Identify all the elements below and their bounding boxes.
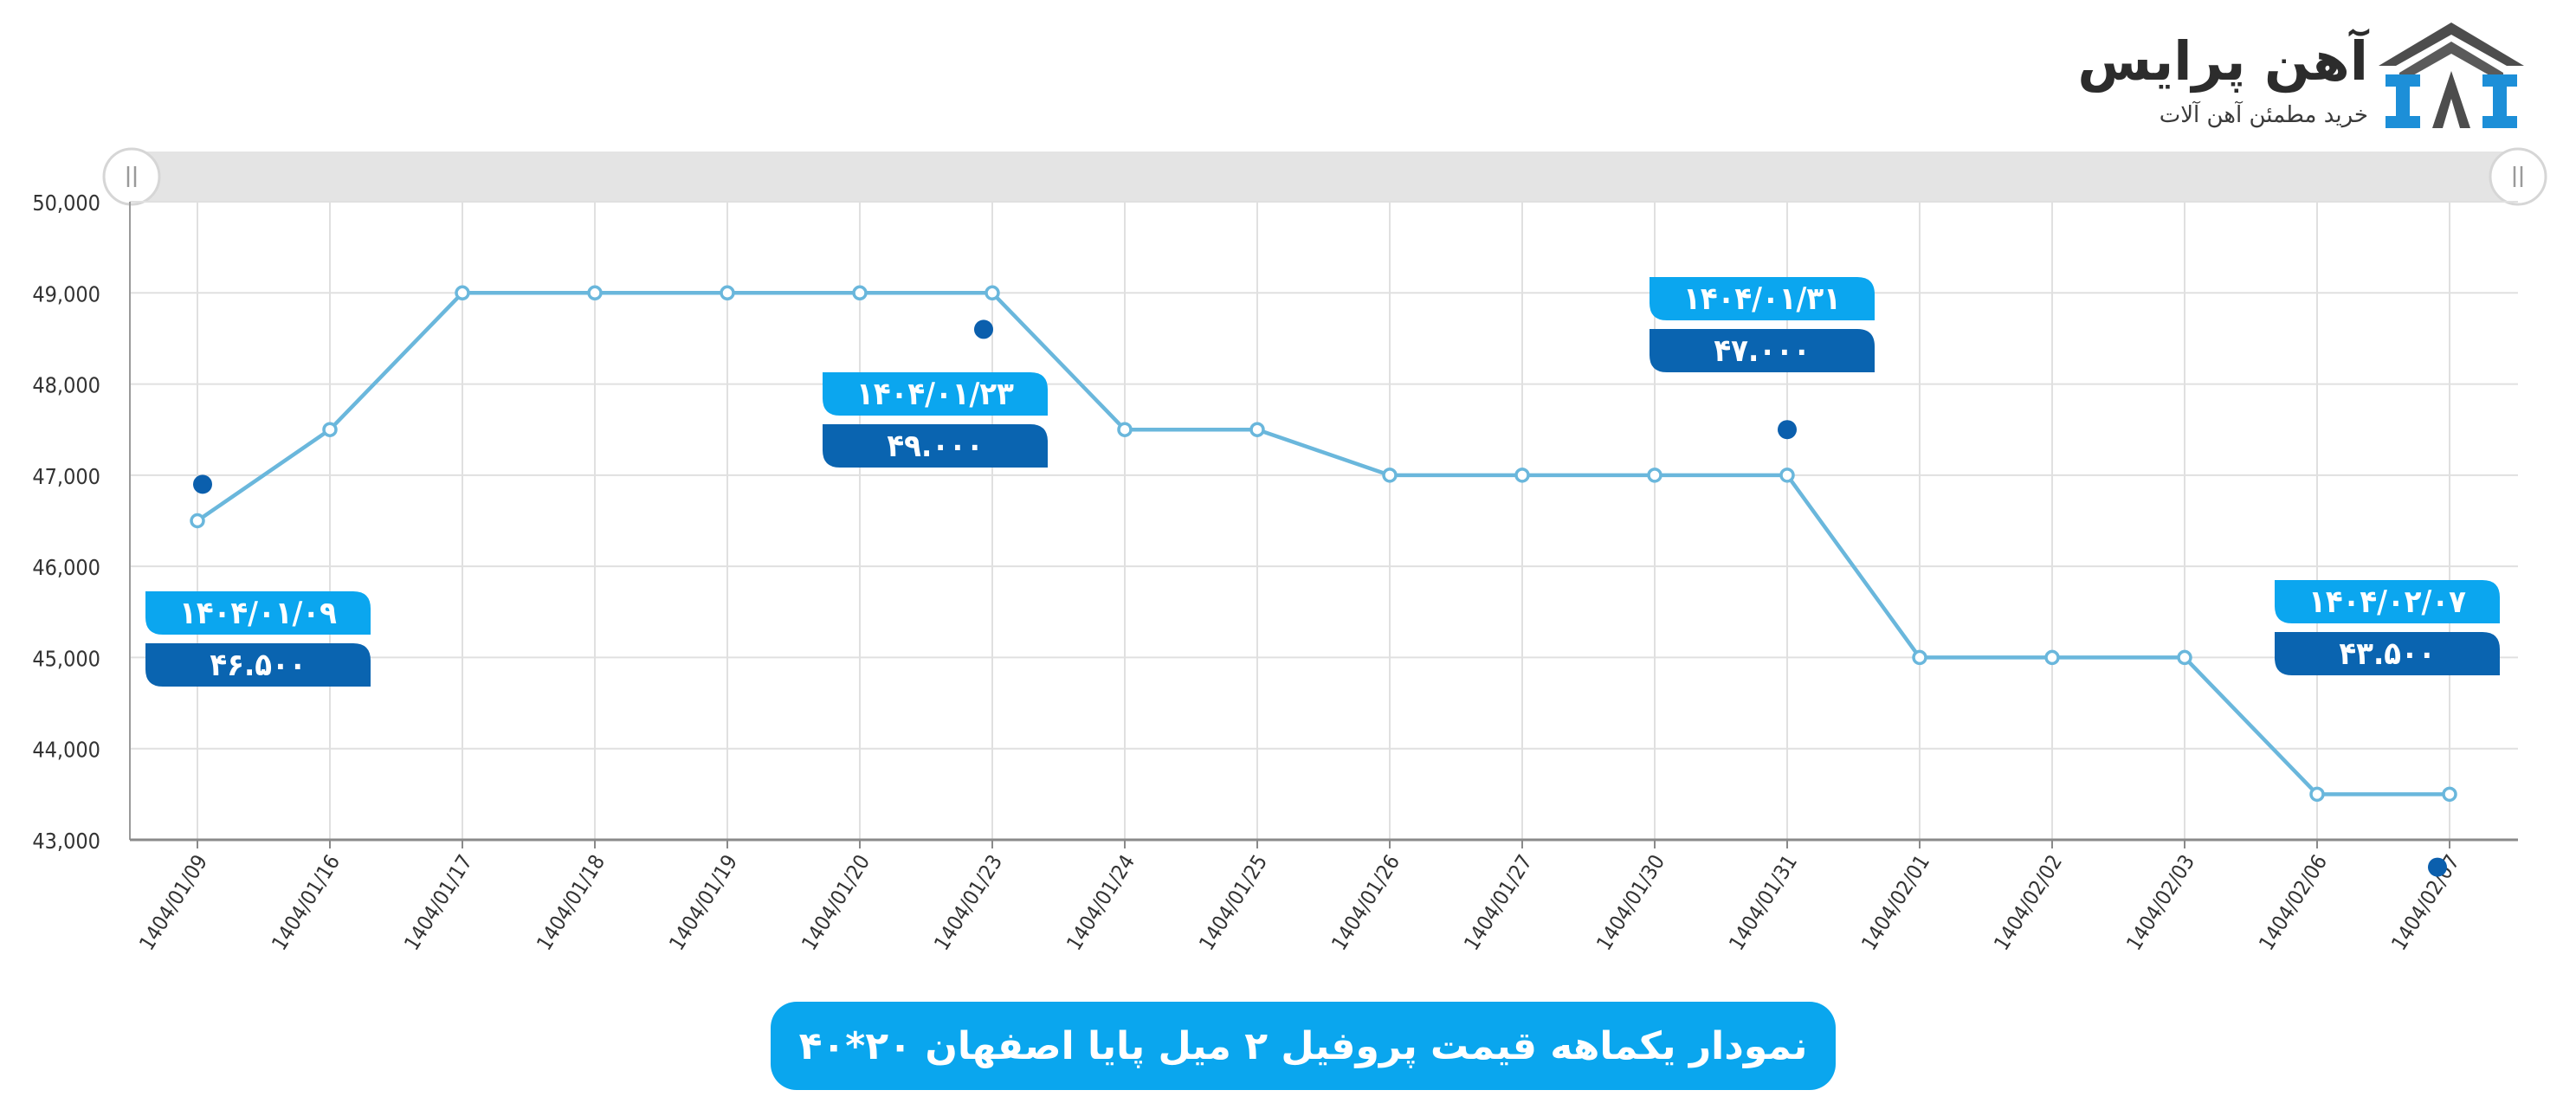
price-badge: ۴۳.۵۰۰ bbox=[2275, 632, 2500, 675]
data-point bbox=[587, 285, 603, 301]
data-point bbox=[1647, 468, 1662, 483]
date-label: ۱۴۰۴/۰۲/۰۷ bbox=[2308, 584, 2466, 620]
y-tick-label: 48,000 bbox=[32, 373, 100, 398]
price-annotations: ۱۴۰۴/۰۱/۰۹۴۶.۵۰۰۱۴۰۴/۰۱/۲۳۴۹.۰۰۰۱۴۰۴/۰۱/… bbox=[145, 277, 2500, 877]
x-tick-label: 1404/01/25 bbox=[1194, 850, 1272, 954]
price-annotation: ۱۴۰۴/۰۱/۲۳ ۴۹.۰۰۰ bbox=[823, 319, 1048, 468]
date-badge-shape bbox=[1650, 277, 1875, 320]
data-point bbox=[2044, 649, 2060, 666]
y-tick-label: 43,000 bbox=[32, 829, 100, 854]
chart-title: نمودار یکماهه قیمت پروفیل ۲ میل پایا اصف… bbox=[798, 1023, 1808, 1068]
data-point bbox=[1779, 468, 1795, 483]
x-tick-label: 1404/01/17 bbox=[399, 850, 477, 954]
y-tick-label: 47,000 bbox=[32, 464, 100, 489]
price-line bbox=[196, 291, 2450, 797]
brand-name: آهن پرایس bbox=[2077, 29, 2368, 93]
price-badge-shape bbox=[823, 424, 1048, 468]
price-label: ۴۷.۰۰۰ bbox=[1714, 333, 1810, 369]
x-tick-label: 1404/01/27 bbox=[1459, 850, 1537, 954]
price-badge-shape bbox=[2275, 632, 2500, 675]
y-axis-tick-labels: 43,000 44,000 45,000 46,000 47,000 48,000 49,0… bbox=[32, 190, 100, 854]
price-annotation: ۱۴۰۴/۰۲/۰۷ ۴۳.۵۰۰ bbox=[2275, 580, 2500, 877]
data-point bbox=[1514, 468, 1530, 483]
y-tick-label: 46,000 bbox=[32, 555, 100, 580]
y-tick-label: 44,000 bbox=[32, 738, 100, 763]
scrollbar-right-handle[interactable] bbox=[2489, 147, 2547, 206]
scrollbar-track[interactable] bbox=[132, 152, 2518, 202]
x-tick-label: 1404/02/06 bbox=[2254, 850, 2332, 954]
data-point bbox=[322, 422, 338, 437]
x-tick-label: 1404/02/03 bbox=[2121, 850, 2199, 954]
price-series bbox=[190, 285, 2457, 803]
date-label: ۱۴۰۴/۰۱/۳۱ bbox=[1683, 281, 1841, 317]
data-point bbox=[1382, 468, 1398, 483]
data-point bbox=[455, 285, 470, 301]
annotation-marker-dot bbox=[1778, 420, 1797, 440]
data-point bbox=[1117, 422, 1133, 437]
scrollbar-left-handle[interactable] bbox=[102, 147, 161, 206]
price-badge: ۴۶.۵۰۰ bbox=[145, 643, 371, 687]
date-badge: ۱۴۰۴/۰۱/۳۱ bbox=[1650, 277, 1875, 320]
data-point bbox=[190, 513, 205, 529]
data-point bbox=[1249, 422, 1265, 437]
price-label: ۴۹.۰۰۰ bbox=[887, 429, 983, 464]
x-tick-label: 1404/01/19 bbox=[664, 850, 742, 954]
x-tick-label: 1404/01/09 bbox=[134, 850, 212, 954]
x-tick-label: 1404/02/07 bbox=[2386, 850, 2464, 954]
brand-tagline: خرید مطمئن آهن آلات bbox=[2159, 102, 2368, 128]
price-label: ۴۶.۵۰۰ bbox=[210, 648, 306, 683]
chart-title-banner: نمودار یکماهه قیمت پروفیل ۲ میل پایا اصف… bbox=[771, 1002, 1836, 1090]
date-badge: ۱۴۰۴/۰۲/۰۷ bbox=[2275, 580, 2500, 623]
x-tick-label: 1404/01/23 bbox=[929, 850, 1007, 954]
x-tick-label: 1404/01/30 bbox=[1591, 850, 1669, 954]
date-badge-shape bbox=[823, 372, 1048, 416]
range-scrollbar[interactable] bbox=[102, 147, 2547, 206]
data-point bbox=[2177, 649, 2192, 666]
x-tick-label: 1404/01/18 bbox=[532, 850, 610, 954]
date-badge: ۱۴۰۴/۰۱/۰۹ bbox=[145, 591, 371, 635]
data-point bbox=[720, 285, 735, 301]
y-tick-label: 50,000 bbox=[32, 190, 100, 216]
date-badge-shape bbox=[2275, 580, 2500, 623]
data-point bbox=[2309, 786, 2325, 803]
date-label: ۱۴۰۴/۰۱/۲۳ bbox=[856, 377, 1014, 412]
annotation-marker-dot bbox=[974, 319, 993, 339]
data-point bbox=[985, 285, 1000, 301]
data-point bbox=[852, 285, 868, 301]
brand-logo: آهن پرایس خرید مطمئن آهن آلات bbox=[2077, 21, 2526, 142]
brand-emblem-icon bbox=[2379, 23, 2524, 128]
chart-grid bbox=[130, 201, 2518, 840]
price-label: ۴۳.۵۰۰ bbox=[2339, 636, 2435, 672]
x-tick-label: 1404/01/20 bbox=[797, 850, 875, 954]
annotation-marker-dot bbox=[193, 474, 212, 494]
data-point bbox=[1912, 649, 1927, 666]
chart-axes bbox=[129, 202, 2518, 848]
price-annotation: ۱۴۰۴/۰۱/۳۱ ۴۷.۰۰۰ bbox=[1650, 277, 1875, 440]
date-badge-shape bbox=[145, 591, 371, 635]
x-tick-label: 1404/01/24 bbox=[1062, 850, 1140, 954]
price-badge-shape bbox=[1650, 329, 1875, 372]
x-tick-label: 1404/01/31 bbox=[1724, 850, 1802, 954]
annotation-marker-dot bbox=[2428, 857, 2447, 877]
x-axis-tick-labels: 1404/01/09 1404/01/16 1404/01/17 1404/01/18… bbox=[134, 850, 2464, 954]
x-tick-label: 1404/01/16 bbox=[267, 850, 345, 954]
x-tick-label: 1404/02/02 bbox=[1989, 850, 2067, 954]
price-annotation: ۱۴۰۴/۰۱/۰۹ ۴۶.۵۰۰ bbox=[145, 474, 371, 687]
y-tick-label: 45,000 bbox=[32, 646, 100, 671]
price-badge: ۴۹.۰۰۰ bbox=[823, 424, 1048, 468]
x-tick-label: 1404/02/01 bbox=[1856, 850, 1934, 954]
date-label: ۱۴۰۴/۰۱/۰۹ bbox=[179, 596, 337, 631]
data-point bbox=[2442, 786, 2457, 803]
y-tick-label: 49,000 bbox=[32, 281, 100, 306]
price-badge: ۴۷.۰۰۰ bbox=[1650, 329, 1875, 372]
x-tick-label: 1404/01/26 bbox=[1327, 850, 1404, 954]
price-badge-shape bbox=[145, 643, 371, 687]
date-badge: ۱۴۰۴/۰۱/۲۳ bbox=[823, 372, 1048, 416]
